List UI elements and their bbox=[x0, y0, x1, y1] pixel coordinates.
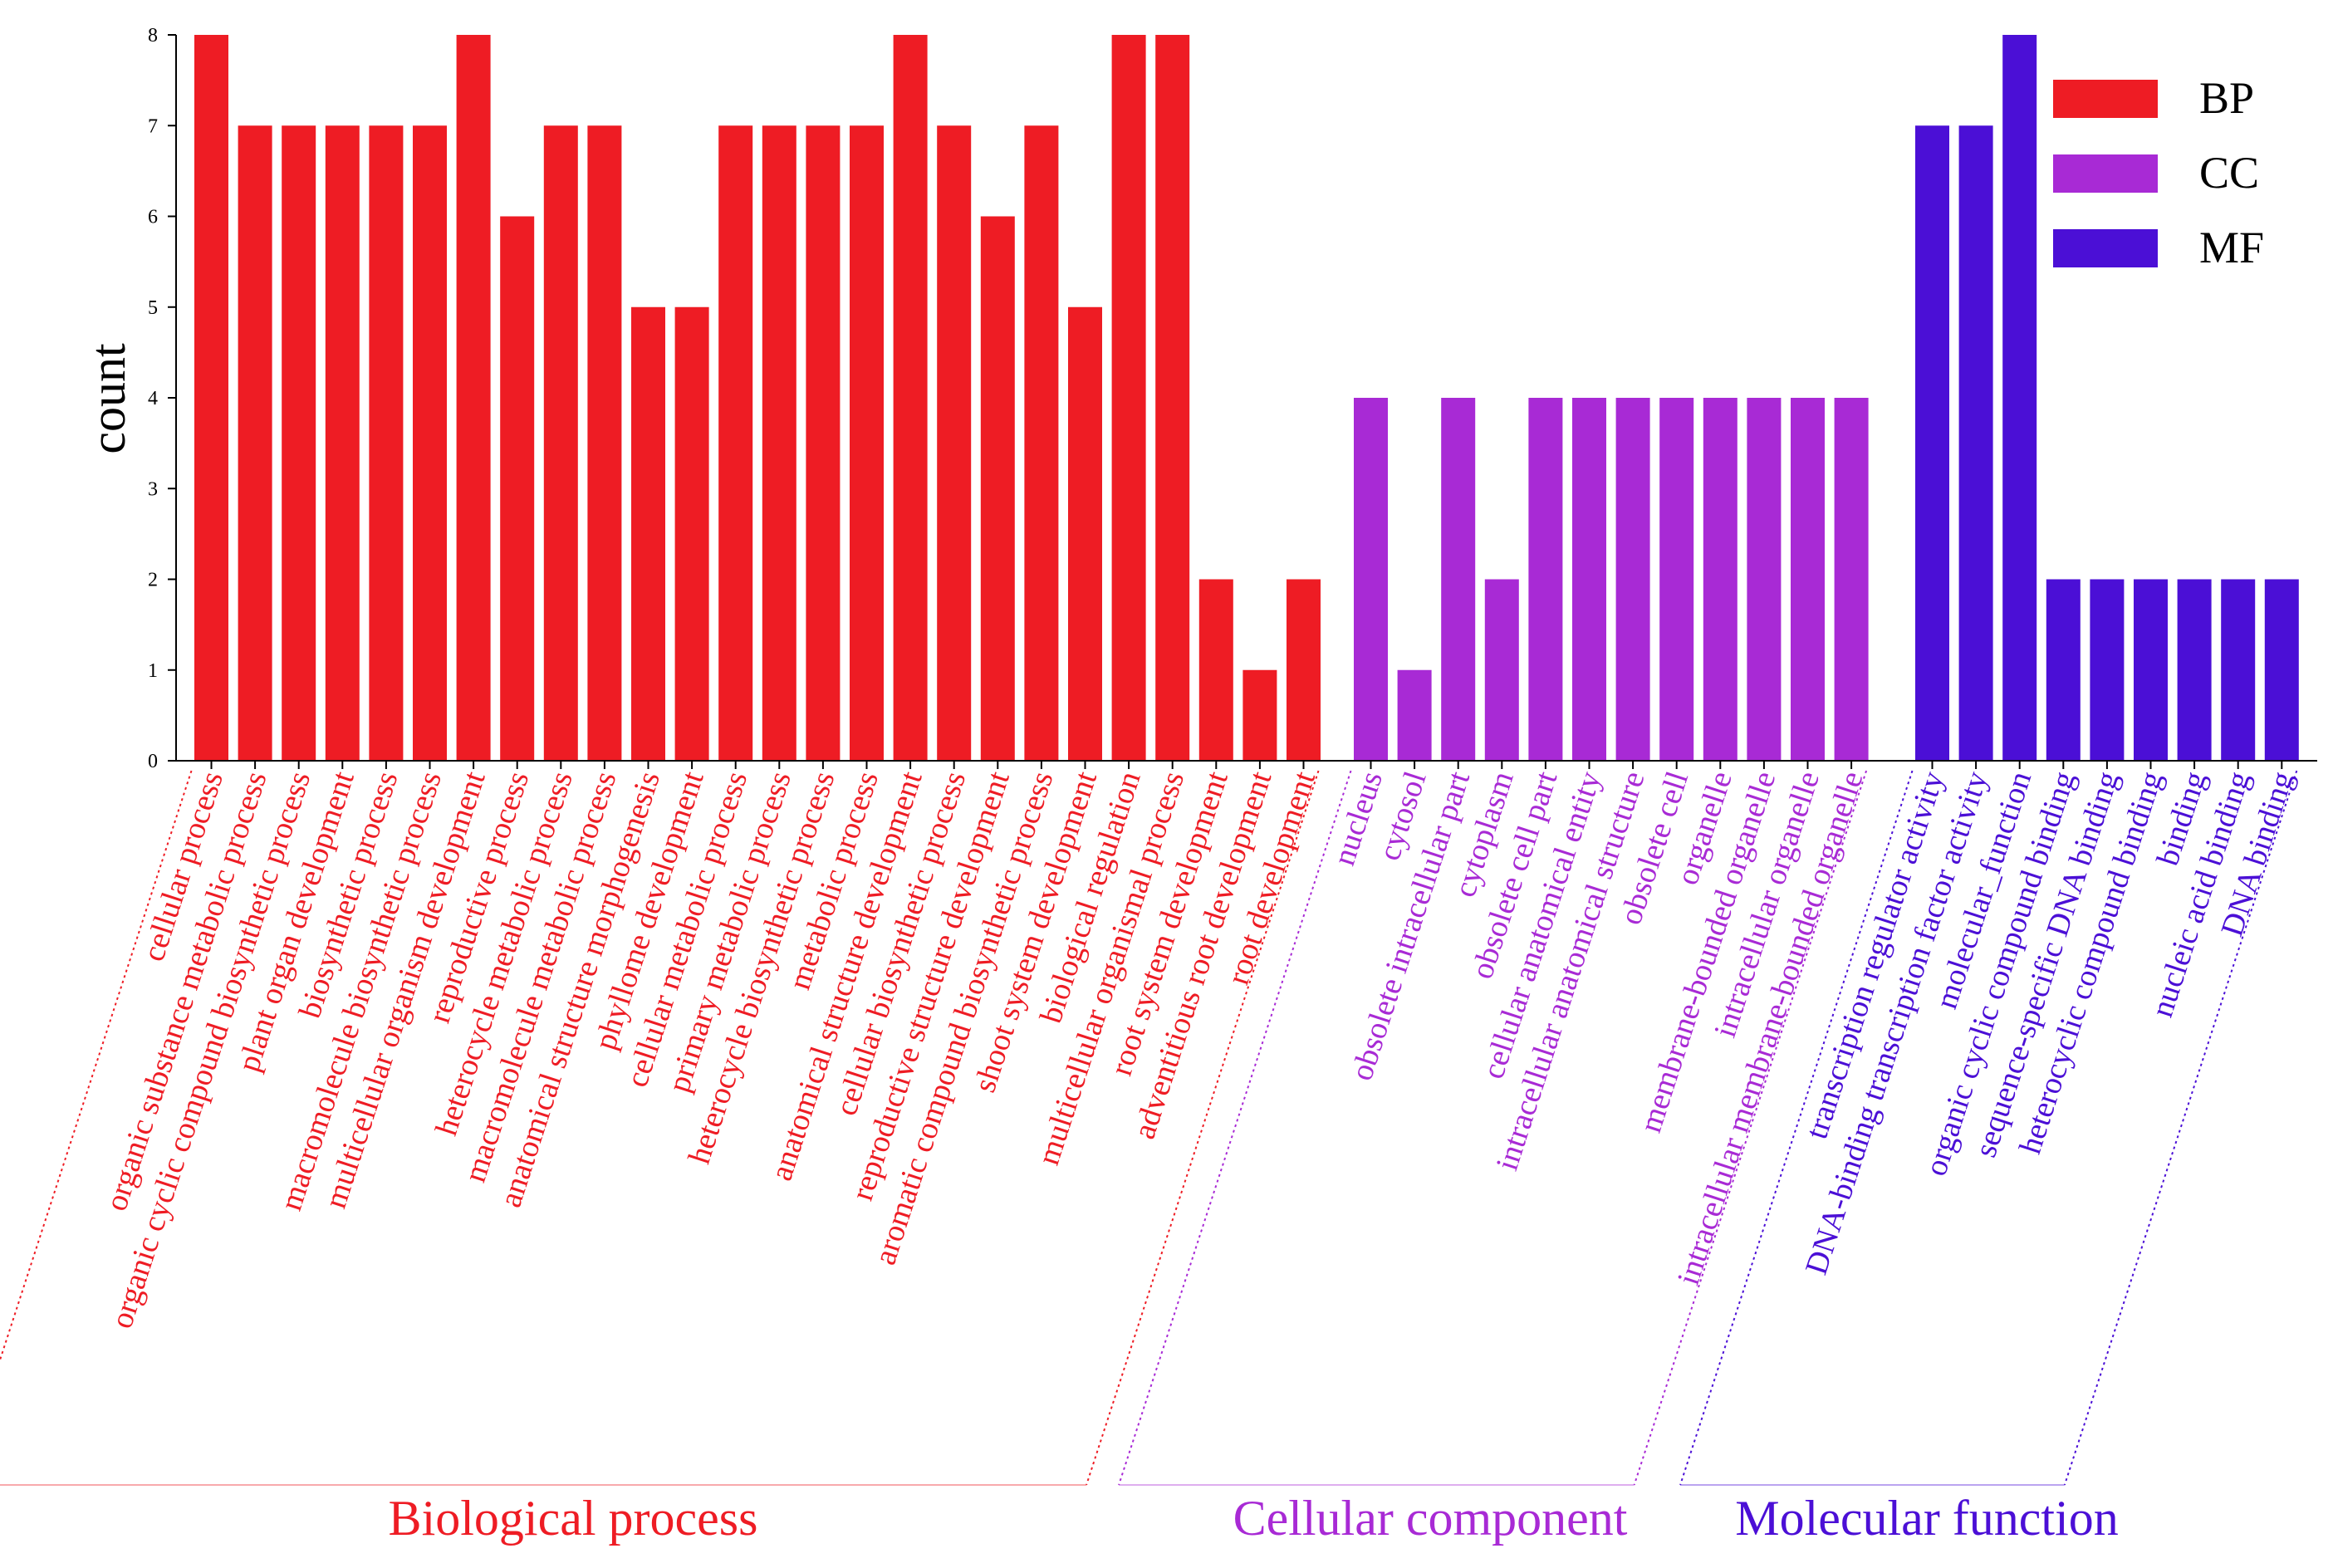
bar-cc-obsolete-intracellular-part bbox=[1441, 398, 1476, 761]
y-tick-label-5: 5 bbox=[148, 297, 158, 319]
bar-mf-dna-binding bbox=[2264, 579, 2299, 761]
bar-bp-root-development bbox=[1287, 579, 1321, 761]
bar-bp-biosynthetic-process bbox=[369, 125, 404, 761]
bar-bp-anatomical-structure-morphogenesis bbox=[631, 306, 665, 761]
bar-bp-phyllome-development bbox=[674, 306, 709, 761]
bar-bp-cellular-process bbox=[194, 35, 228, 761]
legend-label-bp: BP bbox=[2199, 73, 2254, 123]
bar-bp-heterocycle-biosynthetic-process bbox=[806, 125, 841, 761]
bar-cc-cellular-anatomical-entity bbox=[1572, 398, 1606, 761]
bar-mf-molecular-function bbox=[2002, 35, 2037, 761]
bar-bp-organic-cyclic-compound-biosynthetic-process bbox=[282, 125, 316, 761]
group-title-cellular-component: Cellular component bbox=[1233, 1491, 1628, 1546]
bar-bp-macromolecule-metabolic-process bbox=[587, 125, 622, 761]
bar-bp-metabolic-process bbox=[850, 125, 884, 761]
bar-bp-shoot-system-development bbox=[1068, 306, 1102, 761]
y-tick-label-6: 6 bbox=[148, 207, 158, 228]
bar-cc-obsolete-cell-part bbox=[1528, 398, 1563, 761]
category-label-organic-cyclic-compound-biosynthetic-process: organic cyclic compound biosynthetic pro… bbox=[104, 767, 317, 1333]
bar-mf-heterocyclic-compound-binding bbox=[2134, 579, 2168, 761]
y-tick-label-7: 7 bbox=[148, 115, 158, 137]
bar-bp-multicellular-organism-development bbox=[456, 35, 491, 761]
axes-layer: 0 1 2 3 4 5 6 7 8 count bbox=[81, 25, 2317, 772]
group-title-biological-process: Biological process bbox=[389, 1491, 758, 1546]
bar-mf-sequence-specific-dna-binding bbox=[2090, 579, 2125, 761]
y-tick-label-2: 2 bbox=[148, 570, 158, 591]
legend: BP CC MF bbox=[2053, 73, 2264, 272]
y-tick-label-4: 4 bbox=[148, 388, 158, 409]
bar-mf-nucleic-acid-binding bbox=[2221, 579, 2256, 761]
legend-label-cc: CC bbox=[2199, 148, 2259, 198]
legend-label-mf: MF bbox=[2199, 223, 2264, 272]
bar-bp-organic-substance-metabolic-process bbox=[238, 125, 272, 761]
bar-cc-cytosol bbox=[1397, 669, 1432, 761]
bar-cc-intracellular-organelle bbox=[1791, 398, 1825, 761]
legend-swatch-cc bbox=[2053, 154, 2158, 193]
bar-bp-reproductive-process bbox=[500, 216, 535, 761]
bar-bp-anatomical-structure-development bbox=[893, 35, 928, 761]
bar-bp-adventitious-root-development bbox=[1242, 669, 1277, 761]
bar-mf-binding bbox=[2177, 579, 2212, 761]
group-title-molecular-function: Molecular function bbox=[1735, 1491, 2119, 1546]
bar-bp-reproductive-structure-development bbox=[980, 216, 1015, 761]
legend-swatch-mf bbox=[2053, 229, 2158, 267]
bar-cc-nucleus bbox=[1354, 398, 1388, 761]
bar-bp-cellular-metabolic-process bbox=[718, 125, 753, 761]
bar-bp-multicellular-organismal-process bbox=[1155, 35, 1190, 761]
bar-cc-intracellular-membrane-bounded-organelle bbox=[1834, 398, 1869, 761]
y-axis-label: count bbox=[81, 343, 135, 454]
bar-bp-plant-organ-development bbox=[325, 125, 360, 761]
bar-cc-organelle bbox=[1703, 398, 1737, 761]
bar-mf-transcription-regulator-activity bbox=[1915, 125, 1949, 761]
bar-cc-obsolete-cell bbox=[1659, 398, 1694, 761]
bar-mf-organic-cyclic-compound-binding bbox=[2046, 579, 2081, 761]
group-brackets-layer: Biological process Cellular component Mole… bbox=[0, 770, 2298, 1546]
y-tick-label-1: 1 bbox=[148, 660, 158, 682]
bar-cc-cytoplasm bbox=[1484, 579, 1519, 761]
bar-bp-heterocycle-metabolic-process bbox=[543, 125, 578, 761]
bar-bp-root-system-development bbox=[1198, 579, 1233, 761]
legend-swatch-bp bbox=[2053, 80, 2158, 118]
bar-bp-cellular-biosynthetic-process bbox=[937, 125, 972, 761]
bar-bp-primary-metabolic-process bbox=[762, 125, 796, 761]
y-tick-label-8: 8 bbox=[148, 25, 158, 47]
bar-mf-dna-binding-transcription-factor-activity bbox=[1958, 125, 1993, 761]
bar-bp-macromolecule-biosynthetic-process bbox=[413, 125, 447, 761]
y-tick-label-0: 0 bbox=[148, 751, 158, 772]
group-bracket-cc bbox=[1118, 770, 1868, 1486]
bar-bp-biological-regulation bbox=[1111, 35, 1146, 761]
bar-cc-intracellular-anatomical-structure bbox=[1615, 398, 1650, 761]
y-tick-label-3: 3 bbox=[148, 478, 158, 500]
bar-cc-membrane-bounded-organelle bbox=[1747, 398, 1782, 761]
bar-bp-aromatic-compound-biosynthetic-process bbox=[1024, 125, 1059, 761]
group-bracket-bp bbox=[0, 770, 1320, 1486]
group-bracket-mf bbox=[1679, 770, 2298, 1486]
bars-layer bbox=[194, 35, 2299, 761]
